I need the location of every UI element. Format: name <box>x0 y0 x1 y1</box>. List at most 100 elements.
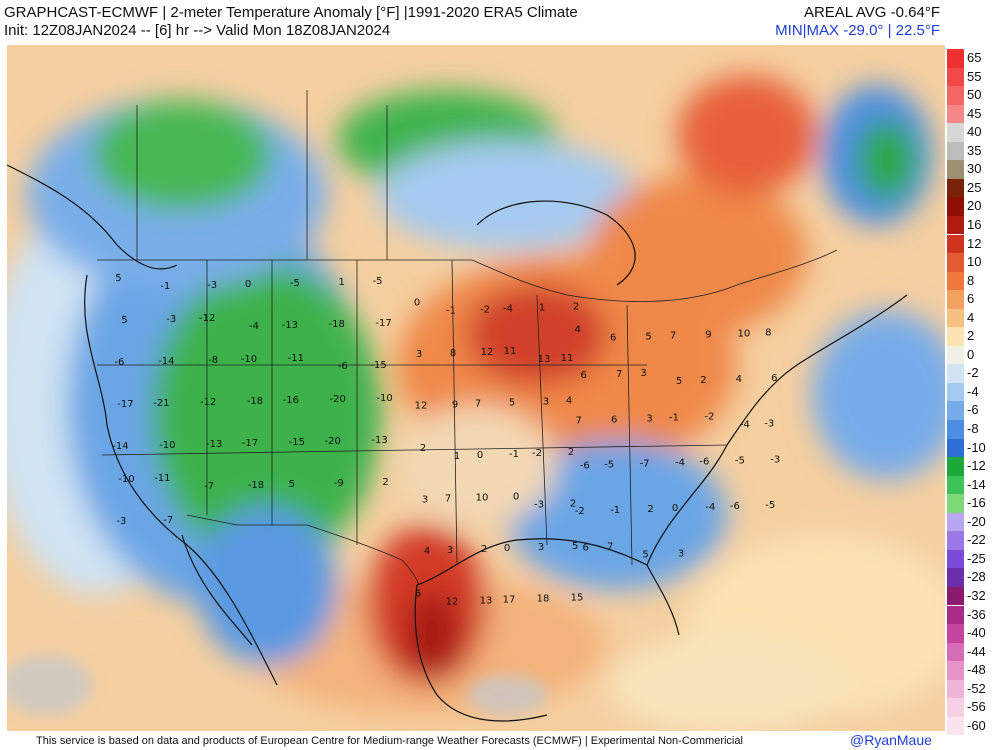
state-line-h <box>101 444 728 456</box>
colorbar-swatch <box>947 104 964 124</box>
colorbar-label: 20 <box>967 198 982 214</box>
min-max-readout: MIN|MAX -29.0° | 22.5°F <box>775 22 940 39</box>
anomaly-value-label: 4 <box>566 395 572 406</box>
canada-cool-blue <box>377 140 637 250</box>
anomaly-value-label: -1 <box>509 449 519 460</box>
anomaly-value-label: 1 <box>454 451 460 462</box>
anomaly-value-label: -10 <box>118 474 134 485</box>
anomaly-value-label: 8 <box>765 328 771 339</box>
anomaly-value-label: 17 <box>503 595 516 606</box>
anomaly-value-label: -7 <box>640 459 650 470</box>
anomaly-value-label: -2 <box>480 304 490 315</box>
anomaly-value-label: 9 <box>705 330 711 341</box>
alaska-cold-green <box>92 100 272 210</box>
anomaly-value-label: 2 <box>420 443 426 454</box>
colorbar-swatch <box>947 49 964 68</box>
colorbar-label: 16 <box>967 216 982 232</box>
anomaly-value-label: 2 <box>647 504 653 515</box>
colorbar-label: 4 <box>967 309 975 325</box>
anomaly-value-label: -7 <box>163 515 173 526</box>
anomaly-value-label: 0 <box>477 450 483 461</box>
anomaly-value-label: 11 <box>504 346 517 357</box>
anomaly-value-label: -14 <box>112 441 128 452</box>
colorbar-swatch <box>947 494 964 513</box>
colorbar-label: -4 <box>967 383 979 399</box>
colorbar-swatch <box>947 586 964 606</box>
colorbar-label: -52 <box>967 680 986 696</box>
us-canada-border <box>97 249 838 302</box>
anomaly-value-label: 10 <box>476 493 489 504</box>
anomaly-value-label: 3 <box>416 349 422 360</box>
anomaly-value-label: 7 <box>475 398 481 409</box>
baja-line <box>181 534 253 646</box>
colorbar-label: -44 <box>967 643 986 659</box>
colorbar-swatch <box>947 605 964 625</box>
anomaly-value-label: -18 <box>248 480 264 491</box>
western-cold-green <box>152 265 382 565</box>
colorbar-label: 65 <box>967 50 982 65</box>
anomaly-value-label: -1 <box>610 505 620 516</box>
anomaly-value-label: -8 <box>208 355 218 366</box>
areal-average: AREAL AVG -0.64°F <box>803 4 940 21</box>
colorbar-label: 2 <box>967 328 975 344</box>
anomaly-value-label: 5 <box>642 549 648 560</box>
texas-core-hot <box>404 590 460 680</box>
anomaly-value-label: -16 <box>283 395 299 406</box>
anomaly-value-label: 4 <box>424 546 430 557</box>
anomaly-value-label: 7 <box>616 369 622 380</box>
anomaly-value-label: -2 <box>575 506 585 517</box>
anomaly-value-label: -15 <box>289 437 305 448</box>
quebec-warm <box>587 175 807 335</box>
colorbar-swatch <box>947 401 964 420</box>
colorbar-swatch <box>947 364 964 383</box>
land-gray-features <box>7 655 547 715</box>
colorbar-swatch <box>947 679 964 699</box>
anomaly-value-label: -6 <box>338 361 348 372</box>
alaska-coast-line <box>7 164 178 270</box>
westerly-value-labels: 5 -1 -3 0 -5 1 -5 5 -3 -12 -4 -13 -18 -17 -6 -14 -8 -10 -1… <box>112 273 392 527</box>
anomaly-value-label: 3 <box>646 413 652 424</box>
colorbar-swatch <box>947 345 964 365</box>
colorbar-swatch <box>947 141 964 161</box>
colorbar-swatch <box>947 178 964 198</box>
west-coast-line <box>84 274 278 686</box>
anomaly-value-label: 3 <box>447 545 453 556</box>
anomaly-value-label: -18 <box>329 319 345 330</box>
colorbar-label: -20 <box>967 513 986 529</box>
anomaly-value-label: 6 <box>771 373 777 384</box>
colorbar-label: -28 <box>967 569 986 585</box>
anomaly-value-label: -5 <box>765 500 775 511</box>
colorbar-swatch <box>947 308 964 328</box>
anomaly-value-label: -2 <box>704 411 714 422</box>
colorbar-label: 6 <box>967 291 975 307</box>
colorbar-swatch <box>947 549 964 569</box>
mexico-east-coast-line <box>414 584 548 722</box>
colorbar-label: -16 <box>967 495 986 511</box>
anomaly-field <box>7 75 945 731</box>
colorbar-label: -60 <box>967 717 986 733</box>
anomaly-value-label: 7 <box>607 541 613 552</box>
anomaly-value-label: -3 <box>116 516 126 527</box>
southeast-cool <box>507 440 727 590</box>
anomaly-value-label: -5 <box>604 460 614 471</box>
colorbar-swatch <box>947 512 964 532</box>
anomaly-value-label: 6 <box>610 333 616 344</box>
anomaly-value-label: 8 <box>450 348 456 359</box>
plains-neutral <box>397 405 557 525</box>
us-mexico-border <box>186 514 420 586</box>
anomaly-value-label: 1 <box>339 277 345 288</box>
anomaly-value-label: 7 <box>445 494 451 505</box>
anomaly-value-label: -4 <box>675 458 685 469</box>
anomaly-value-label: 12 <box>415 400 428 411</box>
credit-handle[interactable]: @RyanMaue <box>850 732 932 748</box>
anomaly-value-label: -7 <box>204 481 214 492</box>
colorbar-swatch <box>947 642 964 662</box>
colorbar-label: -6 <box>967 402 979 418</box>
anomaly-value-label: 7 <box>576 415 582 426</box>
anomaly-value-label: 0 <box>513 492 519 503</box>
anomaly-value-label: 3 <box>640 368 646 379</box>
anomaly-value-label: -6 <box>730 501 740 512</box>
colorbar-swatch <box>947 457 964 476</box>
anomaly-value-label: -15 <box>370 360 386 371</box>
anomaly-value-label: -9 <box>334 478 344 489</box>
